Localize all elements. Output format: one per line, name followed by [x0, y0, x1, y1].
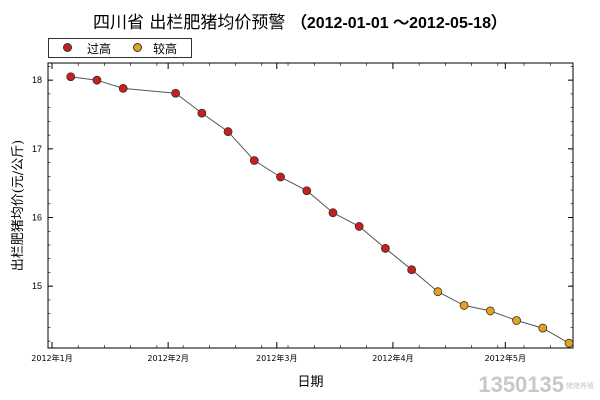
- legend-marker-high: [63, 43, 72, 52]
- x-tick-label: 2012年3月: [256, 353, 297, 363]
- data-point-high: [66, 72, 76, 82]
- data-point-high: [407, 265, 417, 275]
- data-point-high: [328, 208, 338, 218]
- legend: 过高 较高: [48, 38, 192, 58]
- data-point-elevated: [433, 287, 443, 297]
- y-tick-label: 18: [32, 75, 42, 85]
- chart-title: 四川省 出栏肥猪均价预警 （2012-01-01 ～2012-05-18）: [0, 8, 600, 33]
- data-point-elevated: [538, 323, 548, 333]
- x-axis-label: 日期: [297, 375, 323, 390]
- legend-label-high: 过高: [87, 42, 112, 56]
- chart-title-main: 四川省 出栏肥猪均价预警: [93, 13, 286, 33]
- chart-title-range: （2012-01-01 ～2012-05-18）: [290, 15, 507, 32]
- data-point-high: [302, 186, 312, 196]
- data-point-high: [276, 172, 285, 182]
- data-point-high: [171, 88, 181, 98]
- watermark-logo: 1350135 猪猪养殖: [478, 372, 594, 397]
- y-tick-label: 16: [32, 213, 42, 223]
- data-point-high: [92, 75, 102, 85]
- data-point-elevated: [512, 316, 521, 325]
- x-tick-label: 2012年5月: [485, 353, 526, 363]
- data-point-high: [381, 244, 390, 253]
- x-tick-label: 2012年4月: [372, 353, 413, 363]
- data-point-high: [354, 222, 364, 231]
- y-tick-label: 15: [32, 281, 42, 291]
- legend-marker-elevated: [133, 43, 142, 52]
- data-point-high: [118, 84, 128, 93]
- data-point-elevated: [459, 301, 469, 310]
- x-tick-label: 2012年2月: [147, 353, 188, 363]
- y-tick-label: 17: [32, 144, 42, 154]
- data-point-high: [197, 108, 207, 118]
- data-point-high: [223, 127, 233, 137]
- data-point-elevated: [485, 306, 495, 316]
- y-axis-label: 出栏肥猪均价(元/公斤): [11, 140, 26, 272]
- price-line: [70, 76, 570, 344]
- data-point-high: [249, 156, 259, 165]
- legend-label-elevated: 较高: [153, 42, 178, 56]
- x-tick-label: 2012年1月: [31, 353, 72, 363]
- data-point-elevated: [564, 338, 574, 348]
- plot-frame: [47, 62, 574, 349]
